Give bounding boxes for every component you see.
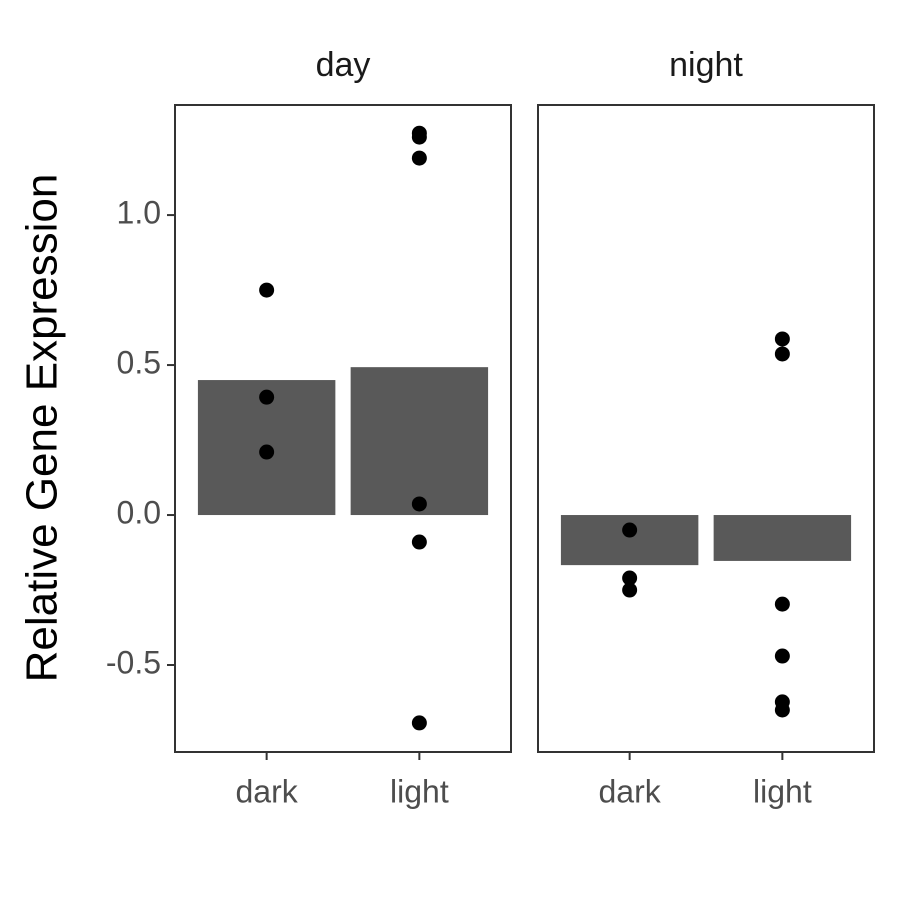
y-tick-label: 1.0 bbox=[117, 195, 161, 231]
y-axis-label: Relative Gene Expression bbox=[18, 174, 67, 683]
x-tick-label: dark bbox=[236, 773, 299, 809]
data-point bbox=[411, 150, 427, 166]
data-point bbox=[411, 129, 427, 145]
panel-border bbox=[174, 104, 512, 753]
data-point bbox=[411, 534, 427, 550]
data-point bbox=[622, 570, 638, 586]
facet-title: night bbox=[669, 46, 743, 84]
data-point bbox=[774, 596, 790, 612]
data-point bbox=[774, 702, 790, 718]
facet-title: day bbox=[316, 46, 371, 84]
y-tick-label: 0.5 bbox=[117, 345, 161, 381]
data-point bbox=[259, 444, 275, 460]
y-tick-label: -0.5 bbox=[106, 644, 161, 680]
data-point bbox=[259, 389, 275, 405]
data-point bbox=[411, 496, 427, 512]
x-tick-label: dark bbox=[599, 773, 662, 809]
bar bbox=[713, 515, 852, 561]
panel-border bbox=[537, 104, 875, 753]
bar bbox=[350, 367, 489, 516]
x-tick-label: light bbox=[390, 773, 449, 809]
data-point bbox=[774, 648, 790, 664]
data-point bbox=[774, 346, 790, 362]
data-point bbox=[622, 522, 638, 538]
y-tick-label: 0.0 bbox=[117, 494, 161, 530]
data-point bbox=[774, 331, 790, 347]
x-tick-label: light bbox=[753, 773, 812, 809]
data-point bbox=[259, 282, 275, 298]
data-point bbox=[411, 715, 427, 731]
data-point bbox=[622, 582, 638, 598]
